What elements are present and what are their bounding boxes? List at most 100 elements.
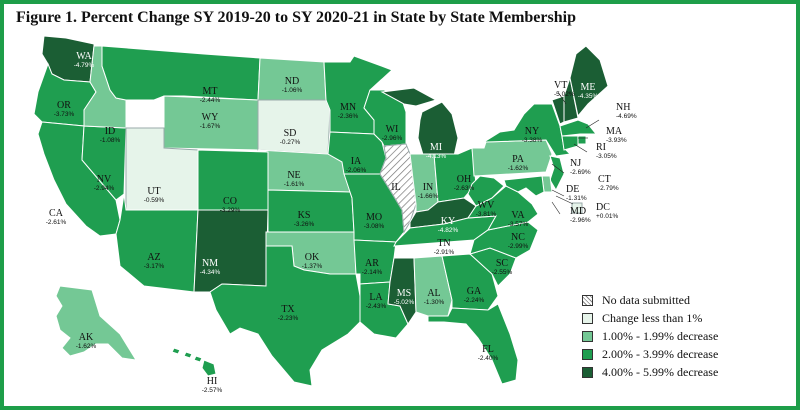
state-value-ak: -1.62%	[76, 343, 97, 350]
state-value-ny: -3.38%	[522, 137, 543, 144]
state-shape-fl	[427, 303, 519, 385]
state-abbr-me: ME	[581, 82, 596, 93]
state-abbr-sd: SD	[284, 128, 297, 139]
state-abbr-in: IN	[423, 182, 434, 193]
state-shape-wv	[467, 175, 505, 207]
state-abbr-va: VA	[511, 210, 525, 221]
state-abbr-hi: HI	[207, 376, 218, 387]
state-abbr-ms: MS	[397, 288, 411, 299]
state-abbr-wy: WY	[202, 112, 219, 123]
state-value-oh: -2.63%	[454, 185, 475, 192]
legend-label: 2.00% - 3.99% decrease	[602, 346, 719, 361]
state-abbr-nc: NC	[511, 232, 525, 243]
state-abbr-ma: MA	[606, 126, 623, 137]
legend-swatch-4-to-6	[582, 366, 593, 378]
state-abbr-ia: IA	[351, 156, 362, 167]
state-value-nc: -2.99%	[508, 243, 529, 250]
state-value-ok: -1.37%	[302, 263, 323, 270]
legend-swatch-1-to-2	[582, 330, 593, 342]
state-abbr-mn: MN	[340, 102, 356, 113]
state-shape-ak	[55, 285, 137, 361]
state-value-nd: -1.06%	[282, 87, 303, 94]
state-abbr-nj: NJ	[570, 158, 581, 169]
state-value-or: -3.73%	[54, 111, 75, 118]
state-value-wv: -3.81%	[476, 211, 497, 218]
figure-frame: Figure 1. Percent Change SY 2019-20 to S…	[4, 4, 796, 406]
state-abbr-mo: MO	[366, 212, 382, 223]
state-value-ms: -5.02%	[394, 299, 415, 306]
legend-label: 4.00% - 5.99% decrease	[602, 364, 719, 379]
state-shape-dc	[571, 202, 583, 214]
state-abbr-mi: MI	[430, 142, 442, 153]
legend-label: Change less than 1%	[602, 310, 703, 325]
state-abbr-ar: AR	[365, 258, 379, 269]
state-abbr-ut: UT	[147, 186, 160, 197]
state-shape-nj	[549, 155, 565, 192]
state-value-ca: -2.61%	[46, 219, 67, 226]
state-value-al: -1.30%	[424, 299, 445, 306]
state-abbr-tx: TX	[281, 304, 295, 315]
state-abbr-ct: CT	[598, 174, 611, 185]
state-value-wa: -4.79%	[74, 62, 95, 69]
state-abbr-wi: WI	[386, 124, 399, 135]
state-shape-nh	[563, 76, 579, 123]
state-abbr-or: OR	[57, 100, 71, 111]
state-value-tn: -2.91%	[434, 249, 455, 256]
legend-swatch-less-than-1	[582, 312, 593, 324]
state-shape-me	[569, 45, 609, 118]
legend-item-1-to-2: 1.00% - 1.99% decrease	[582, 327, 718, 345]
state-abbr-nd: ND	[285, 76, 299, 87]
state-abbr-nm: NM	[202, 258, 218, 269]
state-abbr-fl: FL	[482, 344, 494, 355]
state-value-la: -2.43%	[366, 303, 387, 310]
state-abbr-nv: NV	[97, 174, 112, 185]
legend-item-no-data: No data submitted	[582, 291, 718, 309]
state-value-wi: -2.96%	[382, 135, 403, 142]
state-abbr-ri: RI	[596, 142, 606, 153]
state-abbr-dc: DC	[596, 202, 610, 213]
state-value-ga: -2.24%	[464, 297, 485, 304]
state-value-az: -3.17%	[144, 263, 165, 270]
state-value-in: -1.66%	[418, 193, 439, 200]
state-value-dc: +0.01%	[596, 213, 618, 220]
state-value-co: -3.29%	[220, 207, 241, 214]
state-abbr-ny: NY	[525, 126, 539, 137]
state-value-nv: -2.94%	[94, 185, 115, 192]
state-value-ut: -0.59%	[144, 197, 165, 204]
legend-label: No data submitted	[602, 292, 690, 307]
legend-swatch-2-to-4	[582, 348, 593, 360]
state-value-nj: -2.69%	[570, 169, 591, 176]
state-abbr-sc: SC	[496, 258, 509, 269]
state-value-ma: -3.93%	[606, 137, 627, 144]
legend-label: 1.00% - 1.99% decrease	[602, 328, 719, 343]
state-value-wy: -1.67%	[200, 123, 221, 130]
state-abbr-pa: PA	[512, 154, 525, 165]
state-shape-ma	[559, 119, 598, 137]
state-shape-il	[379, 143, 417, 234]
state-value-ne: -1.61%	[284, 181, 305, 188]
state-value-ct: -2.79%	[598, 185, 619, 192]
legend-item-4-to-6: 4.00% - 5.99% decrease	[582, 363, 718, 381]
state-shape-md	[503, 175, 545, 197]
state-abbr-co: CO	[223, 196, 237, 207]
state-abbr-id: ID	[105, 126, 116, 137]
state-value-fl: -2.40%	[478, 355, 499, 362]
state-shape-hi	[171, 347, 217, 377]
state-shape-nm	[193, 209, 269, 293]
state-value-ar: -2.14%	[362, 269, 383, 276]
us-map: WA-4.79% OR-3.73% CA-2.61% NV-2.94% ID-1.08%…	[33, 35, 637, 394]
state-value-sd: -0.27%	[280, 139, 301, 146]
state-abbr-il: IL	[391, 182, 400, 193]
state-abbr-wa: WA	[76, 51, 92, 62]
state-value-tx: -2.23%	[278, 315, 299, 322]
state-value-va: -3.57%	[508, 221, 529, 228]
state-value-nm: -4.34%	[200, 269, 221, 276]
state-value-mt: -2.44%	[200, 97, 221, 104]
state-shape-tx	[209, 245, 361, 387]
state-value-me: -4.35%	[578, 93, 599, 100]
state-abbr-ok: OK	[305, 252, 320, 263]
state-value-pa: -1.62%	[508, 165, 529, 172]
map-legend: No data submitted Change less than 1% 1.…	[582, 291, 718, 381]
state-value-id: -1.08%	[100, 137, 121, 144]
state-abbr-vt: VT	[554, 80, 567, 91]
